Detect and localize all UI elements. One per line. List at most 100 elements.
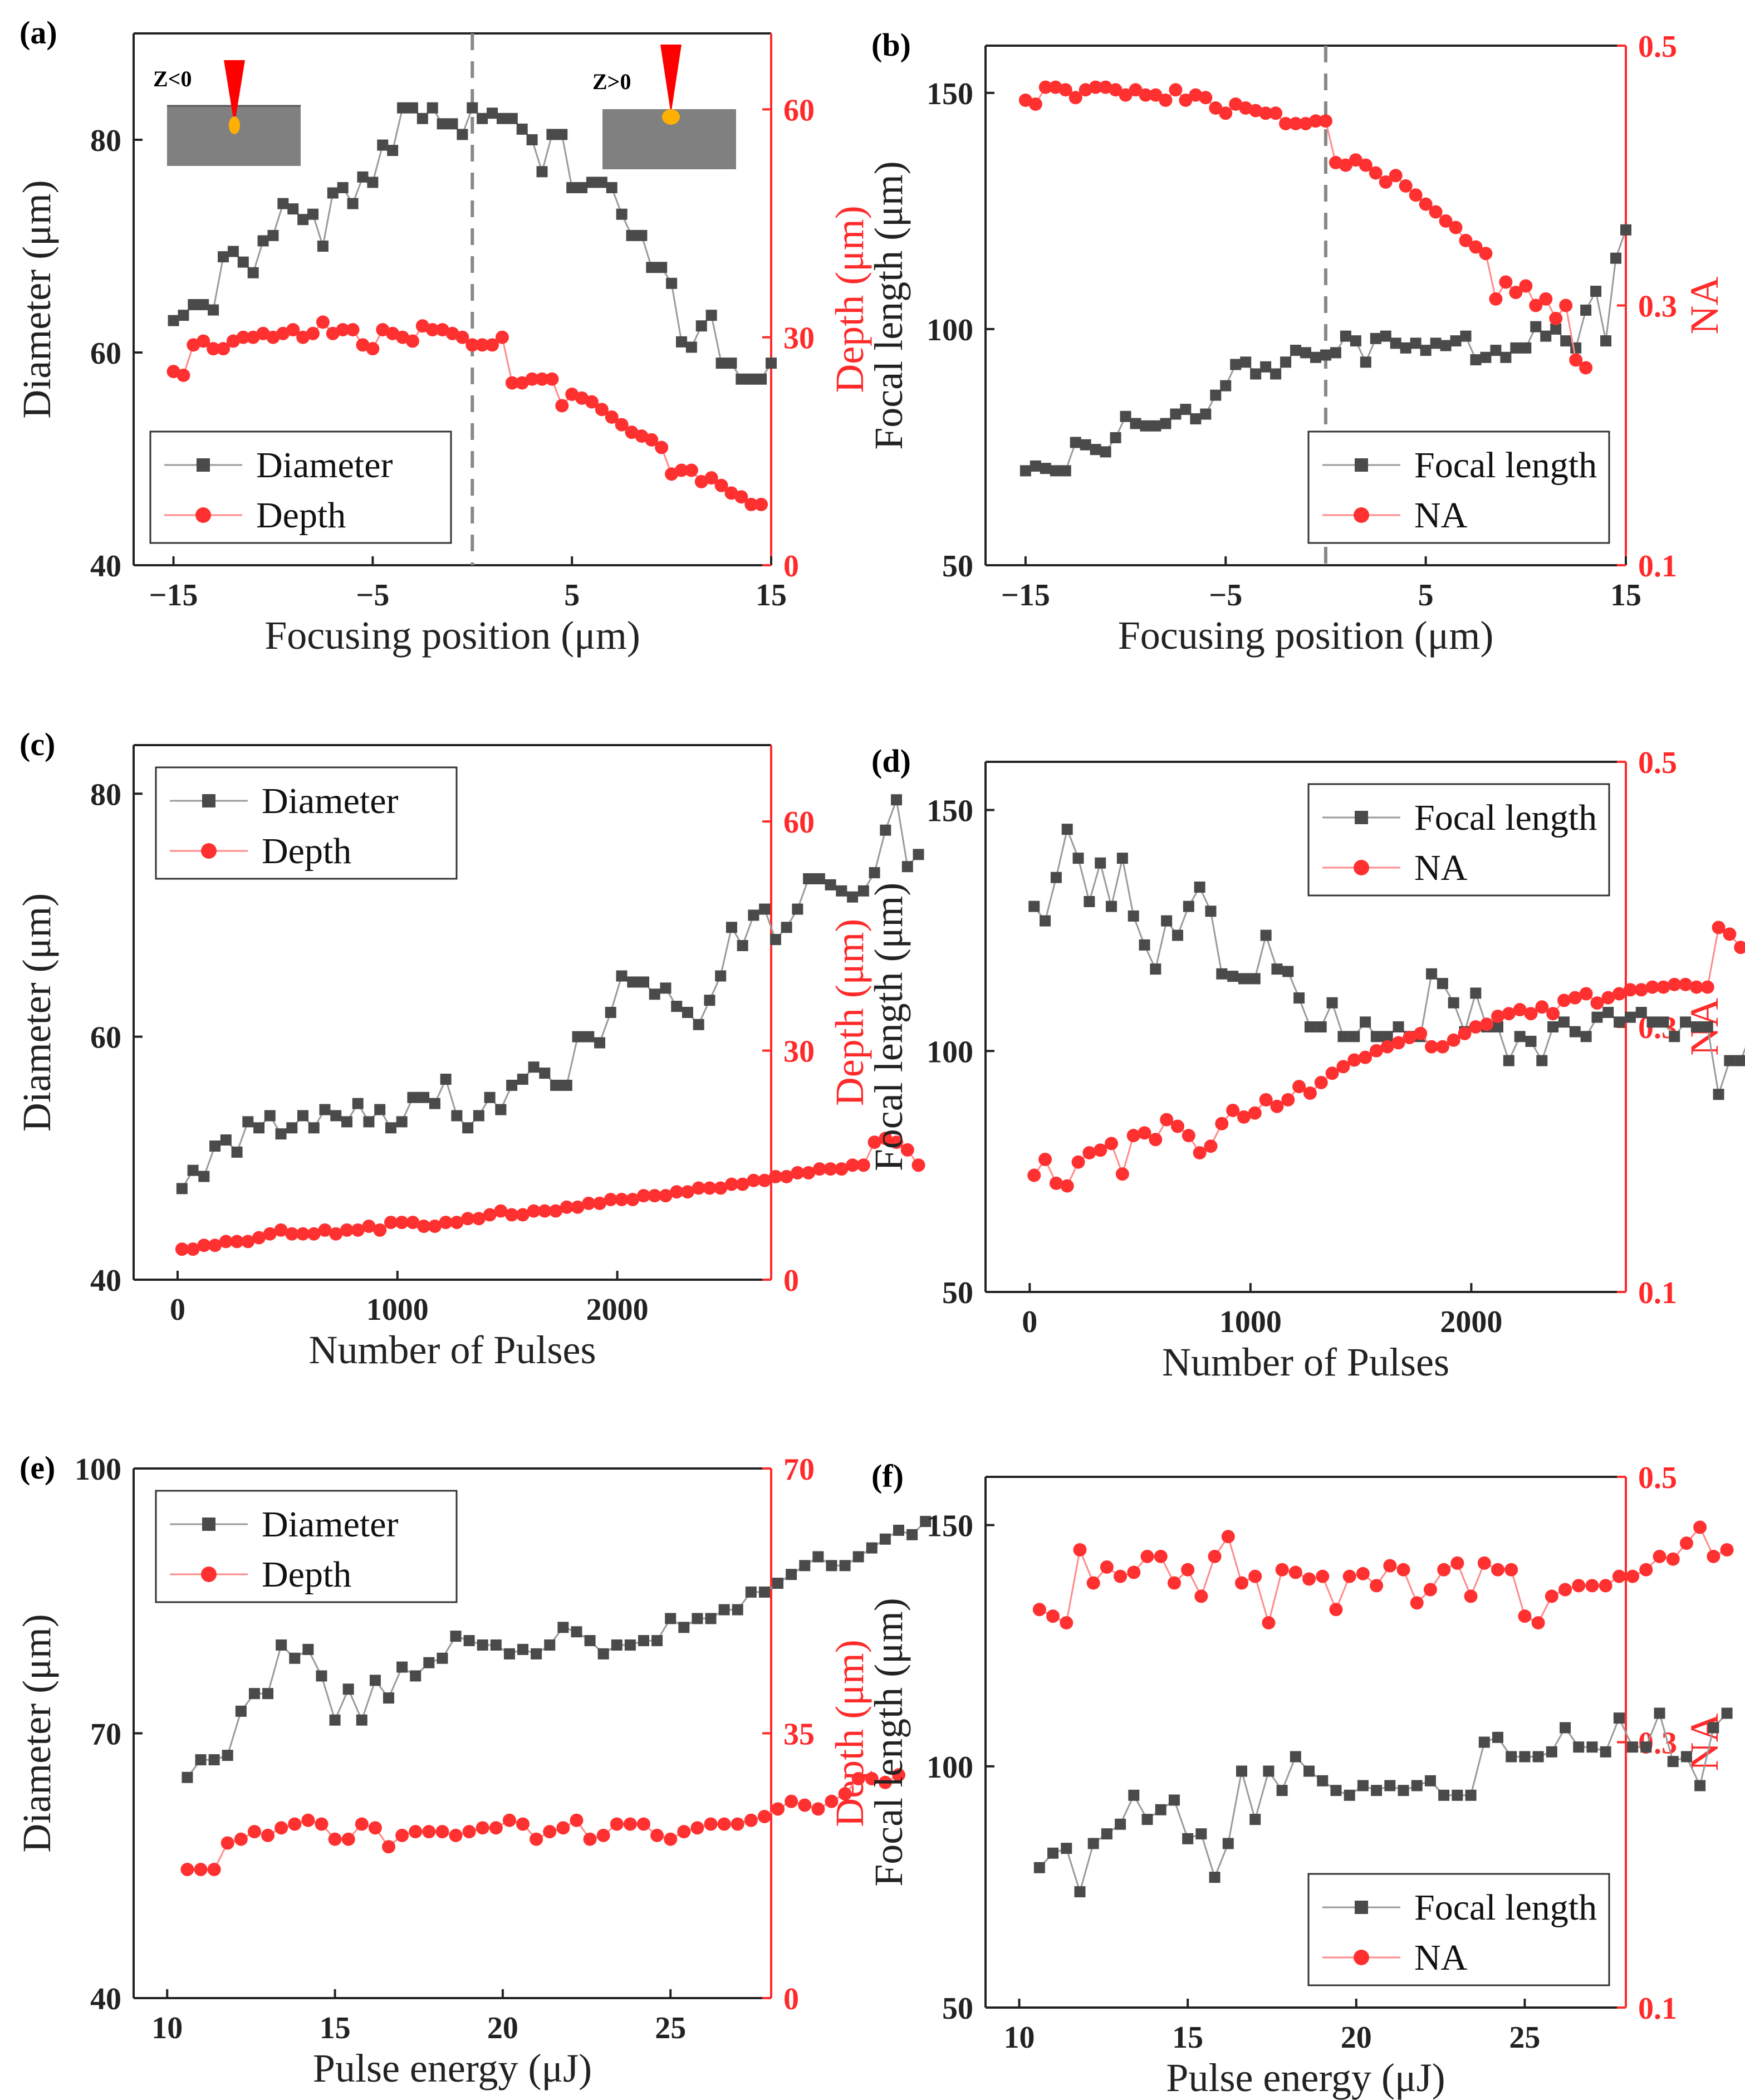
data-point-circle — [1126, 1129, 1140, 1143]
data-point-square — [557, 1622, 569, 1633]
data-point-circle — [252, 1231, 266, 1245]
data-point-square — [1161, 915, 1173, 927]
y-right-tick-label: 35 — [783, 1717, 815, 1752]
data-point-circle — [1109, 83, 1123, 97]
y-left-tick-label: 50 — [942, 1991, 973, 2026]
y-left-axis-title: Diameter (μm) — [14, 893, 59, 1132]
x-tick-label: 0 — [170, 1293, 185, 1327]
data-point-square — [1370, 1031, 1382, 1042]
data-point-circle — [1339, 158, 1352, 172]
data-point-circle — [366, 342, 380, 356]
data-point-circle — [351, 1223, 365, 1237]
data-point-square — [715, 970, 727, 982]
data-point-square — [597, 1648, 609, 1660]
data-point-circle — [1329, 155, 1342, 169]
legend-box — [1307, 1873, 1610, 1986]
data-point-square — [606, 182, 617, 193]
data-point-square — [566, 182, 578, 193]
data-point-square — [297, 1110, 309, 1122]
data-point-square — [367, 177, 379, 188]
data-point-square — [423, 1657, 435, 1668]
data-point-square — [1357, 1780, 1369, 1791]
data-point-circle — [486, 338, 499, 352]
data-point-circle — [1720, 1543, 1734, 1557]
data-point-square — [544, 1639, 556, 1651]
data-point-circle — [207, 1863, 221, 1877]
data-point-square — [1220, 380, 1232, 391]
data-point-square — [1106, 900, 1117, 912]
data-point-circle — [704, 471, 718, 485]
data-point-circle — [1723, 927, 1737, 941]
data-point-circle — [1229, 97, 1243, 111]
data-point-circle — [505, 376, 519, 390]
data-point-square — [1303, 1765, 1315, 1777]
x-tick-label: 25 — [1509, 2020, 1540, 2055]
data-point-square — [596, 177, 607, 188]
y-left-tick-label: 40 — [90, 1982, 121, 2016]
data-point-square — [495, 1104, 507, 1115]
data-point-square — [836, 885, 847, 897]
series-na — [1018, 80, 1593, 375]
data-point-square — [1349, 1031, 1360, 1042]
data-point-circle — [1219, 106, 1233, 120]
y-right-tick-label: 60 — [783, 805, 815, 840]
data-point-square — [678, 1622, 690, 1633]
data-point-square — [1300, 347, 1311, 359]
data-point-circle — [1159, 93, 1173, 107]
data-point-square — [1380, 330, 1391, 342]
y-left-tick-label: 150 — [927, 77, 973, 111]
data-point-circle — [450, 1216, 464, 1230]
data-point-circle — [220, 1836, 234, 1850]
data-point-circle — [1028, 97, 1042, 111]
data-point-square — [447, 118, 458, 130]
data-point-circle — [538, 1204, 552, 1218]
data-point-square — [1430, 337, 1442, 349]
data-point-square — [427, 102, 438, 114]
data-point-circle — [900, 1143, 914, 1157]
y-left-tick-label: 80 — [90, 124, 121, 158]
data-point-circle — [1414, 1026, 1428, 1040]
data-point-square — [1350, 335, 1361, 347]
data-point-circle — [1639, 1563, 1653, 1577]
data-point-circle — [527, 1204, 541, 1218]
data-point-circle — [1479, 247, 1493, 261]
data-point-square — [1465, 1789, 1477, 1801]
data-point-square — [656, 262, 668, 273]
data-point-circle — [1199, 91, 1213, 105]
focal-spot-right — [662, 109, 680, 125]
x-tick-label: 25 — [655, 2011, 686, 2045]
data-point-square — [1667, 1756, 1679, 1768]
data-point-square — [330, 1110, 342, 1122]
data-point-square — [374, 1104, 386, 1115]
data-point-circle — [1318, 114, 1332, 128]
data-point-square — [416, 112, 428, 124]
data-point-square — [297, 214, 309, 226]
inset-label-left: Z<0 — [153, 66, 192, 91]
data-point-circle — [791, 1166, 805, 1179]
data-point-square — [847, 891, 859, 903]
data-point-circle — [1459, 233, 1473, 247]
inset-label-right: Z>0 — [592, 69, 631, 94]
data-point-square — [1420, 345, 1432, 356]
data-point-circle — [1569, 353, 1583, 367]
data-point-circle — [406, 1216, 420, 1230]
legend-marker-circle — [1354, 860, 1369, 875]
data-point-circle — [1712, 921, 1726, 934]
data-point-circle — [1314, 1075, 1328, 1089]
data-point-circle — [261, 1828, 275, 1842]
data-point-square — [526, 134, 538, 145]
data-point-square — [561, 1079, 572, 1091]
data-point-circle — [1262, 1616, 1276, 1630]
data-point-square — [1150, 420, 1161, 432]
data-point-circle — [1612, 1569, 1626, 1583]
x-tick-label: 2000 — [1440, 1305, 1502, 1339]
legend-label: Depth — [262, 831, 351, 872]
data-point-square — [440, 1074, 452, 1085]
data-point-square — [758, 1586, 770, 1598]
data-point-circle — [571, 1200, 585, 1214]
data-point-square — [1411, 1780, 1423, 1791]
legend-marker-circle — [1354, 1950, 1369, 1965]
data-point-square — [726, 358, 737, 369]
